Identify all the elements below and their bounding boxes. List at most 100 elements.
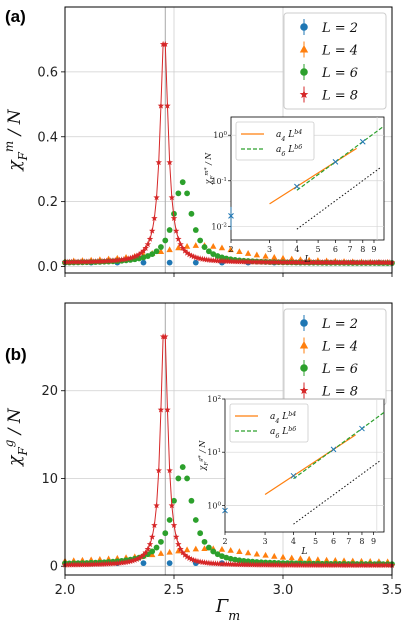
data-point bbox=[140, 254, 147, 261]
data-point bbox=[190, 253, 197, 260]
data-point bbox=[236, 248, 243, 255]
data-point bbox=[166, 246, 173, 253]
data-point bbox=[183, 553, 191, 560]
data-point bbox=[135, 554, 143, 561]
data-point bbox=[166, 548, 173, 555]
inset-x-label: L bbox=[301, 547, 308, 557]
data-point bbox=[192, 259, 199, 266]
inset-x-tick-label: 4 bbox=[291, 537, 296, 546]
inset-y-label: χFm* / N bbox=[204, 152, 216, 186]
data-point bbox=[109, 257, 117, 264]
data-point bbox=[146, 540, 154, 548]
data-point bbox=[205, 544, 212, 551]
y-axis-label: χFg / N bbox=[2, 407, 30, 467]
data-point bbox=[181, 551, 189, 558]
y-tick-label: 0.4 bbox=[37, 130, 58, 145]
inset-x-tick-label: 3 bbox=[263, 537, 268, 546]
data-point bbox=[162, 40, 169, 47]
y-tick-label: 0.6 bbox=[37, 65, 58, 80]
data-point bbox=[188, 252, 195, 259]
data-point bbox=[140, 259, 147, 266]
inset-y-tick-label: 101 bbox=[207, 448, 221, 457]
data-point bbox=[197, 530, 204, 537]
data-point bbox=[148, 227, 156, 234]
data-point bbox=[183, 546, 191, 553]
data-point bbox=[140, 247, 147, 254]
data-point bbox=[214, 253, 221, 259]
inset-data-point bbox=[330, 446, 337, 453]
data-point bbox=[120, 559, 128, 566]
data-point bbox=[103, 560, 110, 567]
inset-data-point bbox=[222, 507, 228, 514]
data-point bbox=[179, 549, 186, 556]
data-point bbox=[166, 227, 173, 233]
data-point bbox=[177, 241, 184, 248]
data-point bbox=[179, 244, 186, 251]
data-point bbox=[157, 550, 165, 556]
data-point bbox=[192, 227, 199, 233]
data-point bbox=[118, 256, 125, 263]
y-tick-label: 0.2 bbox=[37, 195, 58, 210]
data-point bbox=[186, 554, 193, 561]
data-point bbox=[127, 254, 134, 261]
data-point bbox=[135, 251, 143, 258]
data-point bbox=[144, 253, 151, 259]
data-point bbox=[111, 560, 119, 567]
data-point bbox=[164, 102, 171, 109]
legend-label: L = 4 bbox=[321, 44, 358, 59]
x-tick-label: 3.5 bbox=[382, 583, 403, 598]
data-point bbox=[271, 253, 278, 260]
inset-x-tick-label: 6 bbox=[333, 245, 338, 254]
data-point bbox=[157, 248, 165, 255]
data-point bbox=[103, 257, 110, 264]
inset-y-tick-label: 10-2 bbox=[211, 222, 227, 231]
data-point bbox=[288, 255, 295, 262]
data-point bbox=[305, 555, 313, 562]
inset-y-tick-label: 10-1 bbox=[211, 177, 227, 186]
data-point bbox=[116, 256, 123, 263]
inset-data-point bbox=[294, 183, 300, 190]
data-point bbox=[219, 254, 225, 261]
inset-data-point bbox=[228, 212, 234, 219]
inset-legend-label: a6 Lb6 bbox=[276, 144, 302, 158]
data-point bbox=[155, 159, 162, 166]
data-point bbox=[192, 517, 199, 523]
data-point bbox=[155, 467, 162, 474]
data-point bbox=[162, 530, 169, 537]
data-point bbox=[129, 254, 136, 261]
inset-data-point bbox=[290, 472, 297, 479]
data-point bbox=[179, 179, 186, 186]
data-point bbox=[118, 559, 125, 566]
x-tick-label: 3.0 bbox=[273, 583, 294, 598]
data-point bbox=[125, 558, 132, 565]
data-point bbox=[323, 556, 330, 563]
inset-x-tick-label: 2 bbox=[228, 245, 233, 254]
data-point bbox=[201, 538, 208, 545]
inset-x-tick-label: 6 bbox=[331, 537, 336, 546]
inset-y-label: χFg* / N bbox=[198, 440, 210, 472]
legend: L = 2 L = 4 L = 6 L = 8 bbox=[283, 12, 387, 110]
data-point bbox=[133, 555, 141, 563]
data-point bbox=[157, 102, 165, 109]
data-point bbox=[288, 554, 295, 561]
inset-x-tick-label: 9 bbox=[371, 537, 376, 546]
inset-data-point bbox=[359, 425, 365, 432]
inset-x-tick-label: 7 bbox=[346, 537, 351, 546]
legend-label: L = 2 bbox=[321, 21, 358, 36]
data-point bbox=[197, 237, 204, 244]
y-tick-label: 20 bbox=[41, 384, 58, 399]
x-tick-label: 2.0 bbox=[55, 583, 76, 598]
data-point bbox=[144, 545, 152, 552]
legend-label: L = 6 bbox=[321, 362, 358, 377]
data-point bbox=[171, 497, 177, 504]
data-point bbox=[166, 517, 173, 523]
inset-x-tick-label: 9 bbox=[371, 245, 376, 254]
data-point bbox=[109, 560, 117, 567]
data-point bbox=[188, 210, 195, 217]
data-point bbox=[105, 257, 112, 264]
data-point bbox=[157, 406, 165, 413]
data-point bbox=[201, 545, 208, 552]
